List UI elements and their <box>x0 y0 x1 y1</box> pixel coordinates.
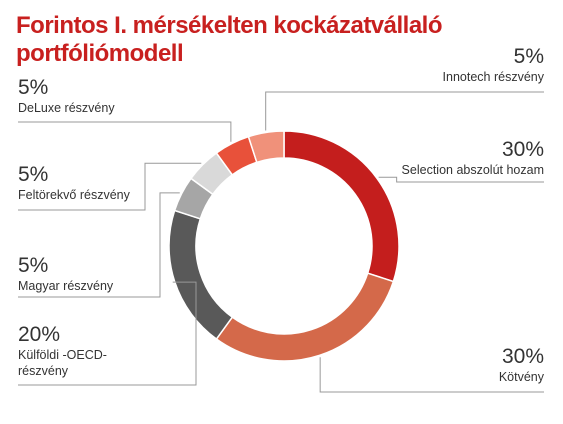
donut-slices <box>168 130 400 362</box>
label-magyar-name: Magyar részvény <box>18 279 114 293</box>
leader-lines <box>18 91 544 393</box>
slice-innotech <box>247 130 285 164</box>
label-selection-pct: 30% <box>501 138 544 161</box>
label-kulfoldi: 20% Külföldi -OECD- részvény <box>18 323 107 379</box>
chart-title-line-2: portfóliómodell <box>16 40 184 67</box>
chart-title-line-1: Forintos I. mérsékelten kockázatvállaló <box>16 12 443 39</box>
label-selection-name: Selection abszolút hozam <box>401 163 544 177</box>
leader-kulfoldi <box>18 281 197 386</box>
slice-kulfoldi <box>168 209 234 341</box>
label-innotech: 5% Innotech részvény <box>443 45 544 85</box>
slice-selection <box>283 130 400 283</box>
leader-deluxe <box>18 121 232 142</box>
leader-selection <box>378 176 544 183</box>
label-kotveny-name: Kötvény <box>498 370 544 384</box>
label-innotech-pct: 5% <box>513 45 544 68</box>
label-deluxe: 5% DeLuxe részvény <box>18 76 115 116</box>
label-feltorekvo: 5% Feltörekvő részvény <box>18 163 130 203</box>
label-kulfoldi-name-line-2: részvény <box>18 364 69 378</box>
leader-feltorekvo <box>18 162 202 211</box>
leader-magyar <box>18 192 180 298</box>
leader-innotech <box>265 91 544 131</box>
label-feltorekvo-pct: 5% <box>18 163 49 186</box>
label-deluxe-name: DeLuxe részvény <box>18 101 115 115</box>
label-magyar-pct: 5% <box>18 254 49 277</box>
slice-kotveny <box>215 272 395 362</box>
leader-kotveny <box>319 357 544 393</box>
label-kulfoldi-pct: 20% <box>18 323 61 346</box>
label-deluxe-pct: 5% <box>18 76 49 99</box>
label-selection: 30% Selection abszolút hozam <box>402 138 544 178</box>
label-kotveny-pct: 30% <box>501 345 544 368</box>
label-kotveny: 30% Kötvény <box>499 345 544 385</box>
label-magyar: 5% Magyar részvény <box>18 254 113 294</box>
label-feltorekvo-name: Feltörekvő részvény <box>18 188 130 202</box>
label-kulfoldi-name-line-1: Külföldi -OECD- <box>18 348 107 362</box>
label-innotech-name: Innotech részvény <box>442 70 544 84</box>
chart-title: Forintos I. mérsékelten kockázatvállaló … <box>16 12 456 68</box>
